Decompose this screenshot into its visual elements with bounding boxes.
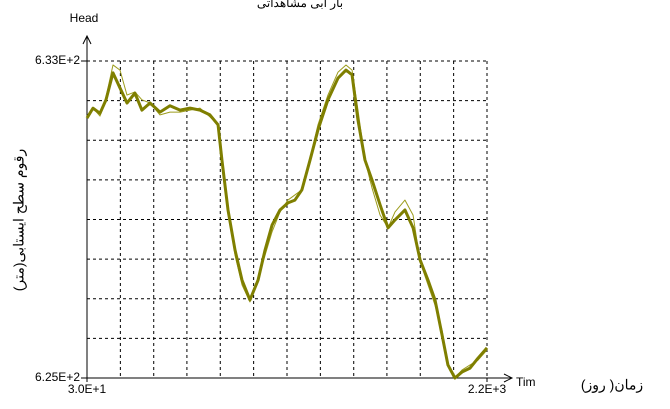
chart-title: بار آبی مشاهداتی xyxy=(257,0,343,10)
y-axis-name: Head xyxy=(70,11,99,25)
x-tick-label: 2.2E+3 xyxy=(468,382,507,396)
x-axis-label: زمان( روز) xyxy=(581,377,643,394)
y-tick-label: 6.25E+2 xyxy=(35,370,80,384)
y-axis-label: رقوم سطح ایستابی(متر) xyxy=(11,149,28,292)
x-arrow xyxy=(503,373,514,383)
y-arrow xyxy=(82,34,92,45)
x-axis-name: Tim xyxy=(516,375,536,389)
series-line xyxy=(85,68,489,380)
y-tick-label: 6.33E+2 xyxy=(35,53,80,67)
x-tick-label: 3.0E+1 xyxy=(68,382,107,396)
